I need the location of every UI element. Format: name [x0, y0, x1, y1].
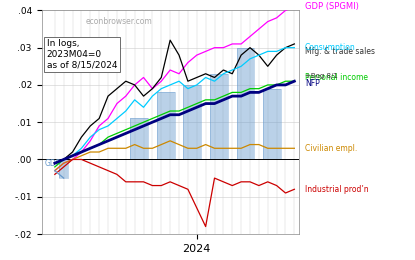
Text: Mfg. & trade sales: Mfg. & trade sales — [305, 47, 375, 56]
Text: Civilian empl.: Civilian empl. — [305, 144, 357, 153]
Text: GDP (SPGMI): GDP (SPGMI) — [305, 2, 359, 11]
Text: +Bog 8/1: +Bog 8/1 — [305, 73, 338, 79]
Text: NFP: NFP — [305, 79, 320, 88]
Text: GDP: GDP — [44, 159, 61, 168]
Text: In logs,
2023M04=0
as of 8/15/2024: In logs, 2023M04=0 as of 8/15/2024 — [46, 40, 117, 69]
Text: Consumption: Consumption — [305, 43, 356, 52]
Text: Industrial prod’n: Industrial prod’n — [305, 185, 369, 194]
Text: Personal income: Personal income — [305, 73, 368, 82]
Text: econbrowser.com: econbrowser.com — [85, 17, 152, 26]
